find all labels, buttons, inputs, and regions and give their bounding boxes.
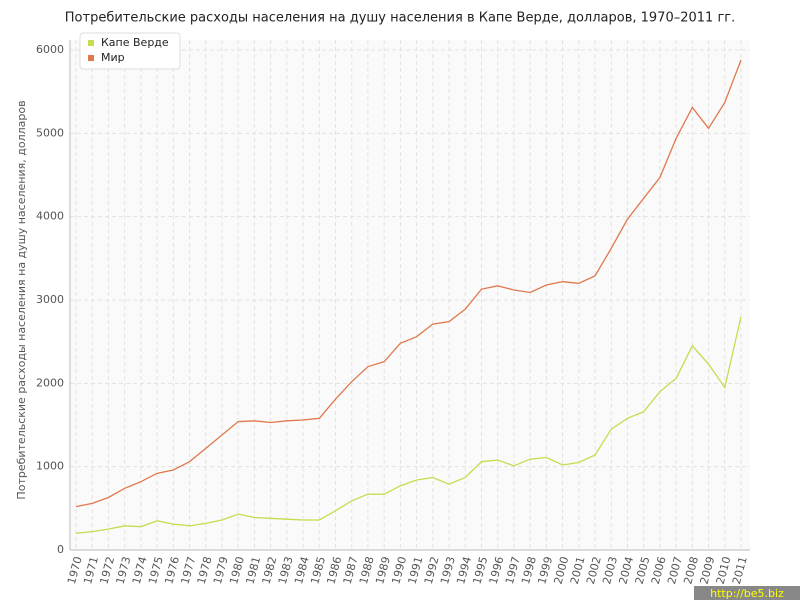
series-line [75,59,742,508]
y-tick-label: 1000 [36,460,64,473]
plot-area [70,40,750,550]
y-tick-label: 3000 [36,293,64,306]
chart-title: Потребительские расходы населения на душ… [65,11,735,26]
lines [75,59,742,534]
legend-swatch [88,40,94,46]
watermark: http://be5.biz [710,587,784,600]
grid [70,40,750,551]
y-tick-label: 2000 [36,376,64,389]
y-tick-label: 5000 [36,126,64,139]
series-line [75,316,742,534]
legend: Капе Верде Мир [79,32,181,70]
watermark-bg [694,586,800,600]
y-tick-label: 6000 [36,43,64,56]
legend-box [79,32,181,70]
legend-swatch [88,55,94,61]
y-axis-label: Потребительские расходы населения на душ… [15,100,28,499]
legend-label: Капе Верде [101,36,169,49]
legend-label: Мир [101,51,125,64]
y-tick-label: 0 [57,543,64,556]
y-tick-label: 4000 [36,210,64,223]
